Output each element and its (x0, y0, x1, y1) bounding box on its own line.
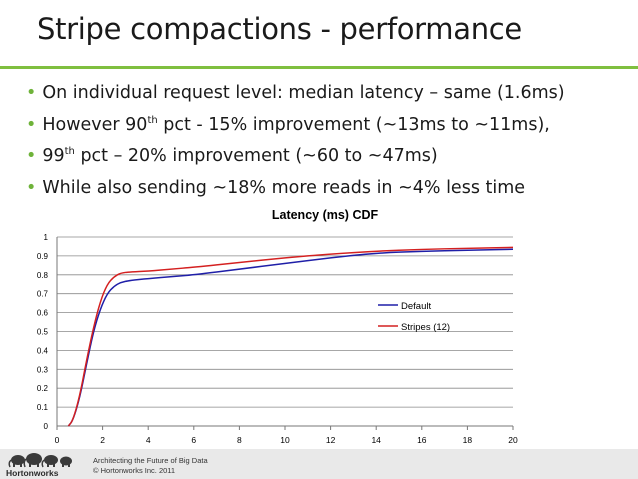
footer-bar (0, 449, 638, 479)
bullet-dot-icon: • (26, 146, 37, 166)
x-tick-label: 20 (508, 435, 518, 445)
footer-text: Architecting the Future of Big Data © Ho… (93, 456, 208, 476)
y-tick-label: 0.6 (37, 309, 49, 318)
y-tick-label: 0.5 (37, 328, 49, 337)
x-tick-label: 6 (191, 435, 196, 445)
bullet-dot-icon: • (26, 83, 37, 103)
footer-line-2: © Hortonworks Inc. 2011 (93, 466, 176, 475)
bullet-item: • However 90th pct - 15% improvement (~13… (26, 114, 550, 135)
title-divider (0, 66, 638, 69)
y-tick-label: 0 (44, 422, 49, 431)
y-tick-label: 0.9 (37, 252, 49, 261)
y-tick-label: 0.4 (37, 346, 49, 355)
series-line-default (67, 248, 514, 427)
legend-label: Stripes (12) (401, 322, 450, 333)
bullet-item: • While also sending ~18% more reads in ~… (26, 177, 526, 198)
x-tick-label: 2 (100, 435, 105, 445)
slide-title: Stripe compactions - performance (37, 12, 522, 46)
y-tick-label: 0.3 (37, 365, 49, 374)
y-tick-label: 1 (44, 233, 49, 242)
y-tick-label: 0.2 (37, 384, 49, 393)
bullet-item: • On individual request level: median lat… (26, 83, 565, 103)
x-tick-label: 0 (55, 435, 60, 445)
elephants-icon: Hortonworks (6, 453, 72, 478)
latency-cdf-chart: Latency (ms) CDF 0 0.1 0.2 0.3 0.4 0.5 0.6 0.7 0.… (37, 208, 518, 445)
x-tick-label: 18 (463, 435, 473, 445)
bullet-dot-icon: • (26, 114, 37, 135)
x-tick-label: 12 (326, 435, 336, 445)
series-line-stripes (67, 246, 514, 427)
footer-line-1: Architecting the Future of Big Data (93, 456, 208, 465)
x-tick-label: 10 (280, 435, 290, 445)
bullet-list: • On individual request level: median lat… (26, 78, 565, 204)
chart-title: Latency (ms) CDF (272, 208, 379, 222)
x-tick-label: 8 (237, 435, 242, 445)
bullet-item: • 99th pct – 20% improvement (~60 to ~47m… (26, 146, 438, 166)
bullet-dot-icon: • (26, 177, 37, 198)
x-tick-label: 16 (417, 435, 427, 445)
logo-text: Hortonworks (6, 468, 59, 478)
legend-label: Default (401, 301, 431, 312)
y-tick-label: 0.7 (37, 290, 49, 299)
y-tick-label: 0.8 (37, 271, 49, 280)
y-tick-label: 0.1 (37, 403, 49, 412)
x-tick-label: 14 (371, 435, 381, 445)
x-tick-label: 4 (146, 435, 151, 445)
